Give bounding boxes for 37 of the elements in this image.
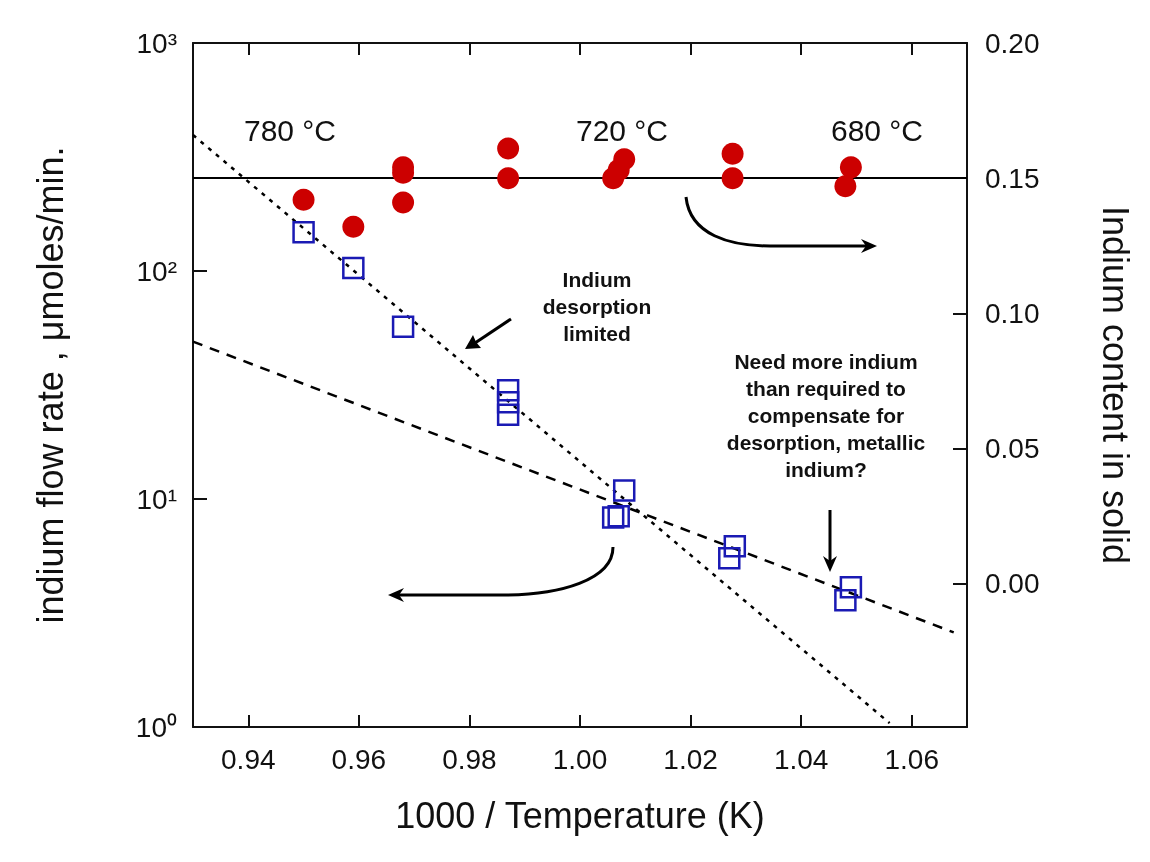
point — [839, 576, 863, 599]
point — [723, 535, 747, 558]
point — [612, 479, 636, 502]
y2-axis-title: Indium content in solid — [1094, 205, 1136, 565]
y-tick-label: 10³ — [136, 27, 177, 59]
y2-tick-label: 0.10 — [985, 297, 1040, 329]
point — [601, 506, 625, 529]
point — [496, 390, 520, 414]
annotation: 780 °C — [243, 113, 337, 147]
point — [391, 315, 415, 338]
point — [496, 403, 520, 427]
x-tick-label: 1.04 — [773, 743, 829, 775]
y2-tick-label: 0.05 — [985, 433, 1040, 465]
y2-tick-label: 0.00 — [985, 568, 1040, 600]
annotation: 680 °C — [830, 113, 924, 147]
annotation: Need more indium than required to compensate for desorption, metallic indium? — [726, 349, 926, 481]
y-tick-label: 10¹ — [136, 483, 177, 515]
x-axis-title: 1000 / Temperature (K) — [395, 794, 765, 836]
point — [342, 256, 365, 280]
point — [834, 588, 857, 612]
point — [718, 546, 741, 570]
y-tick-label: 10⁰ — [135, 711, 177, 743]
y2-tick-label: 0.20 — [985, 27, 1040, 59]
point — [496, 378, 520, 402]
x-tick-label: 1.00 — [552, 743, 608, 775]
y-tick-label: 10² — [136, 255, 177, 287]
x-tick-label: 0.98 — [442, 743, 497, 775]
annotation: 720 °C — [575, 113, 669, 147]
x-tick-label: 0.96 — [331, 743, 387, 775]
y2-tick-label: 0.15 — [985, 162, 1040, 194]
annotation: Indium desorption limited — [542, 267, 652, 345]
y-axis-title: indium flow rate , μmoles/min. — [29, 146, 71, 624]
x-tick-label: 1.02 — [663, 743, 718, 775]
x-tick-label: 0.94 — [221, 743, 276, 775]
x-tick-label: 1.06 — [884, 743, 939, 775]
point — [607, 505, 630, 528]
point — [292, 220, 315, 244]
